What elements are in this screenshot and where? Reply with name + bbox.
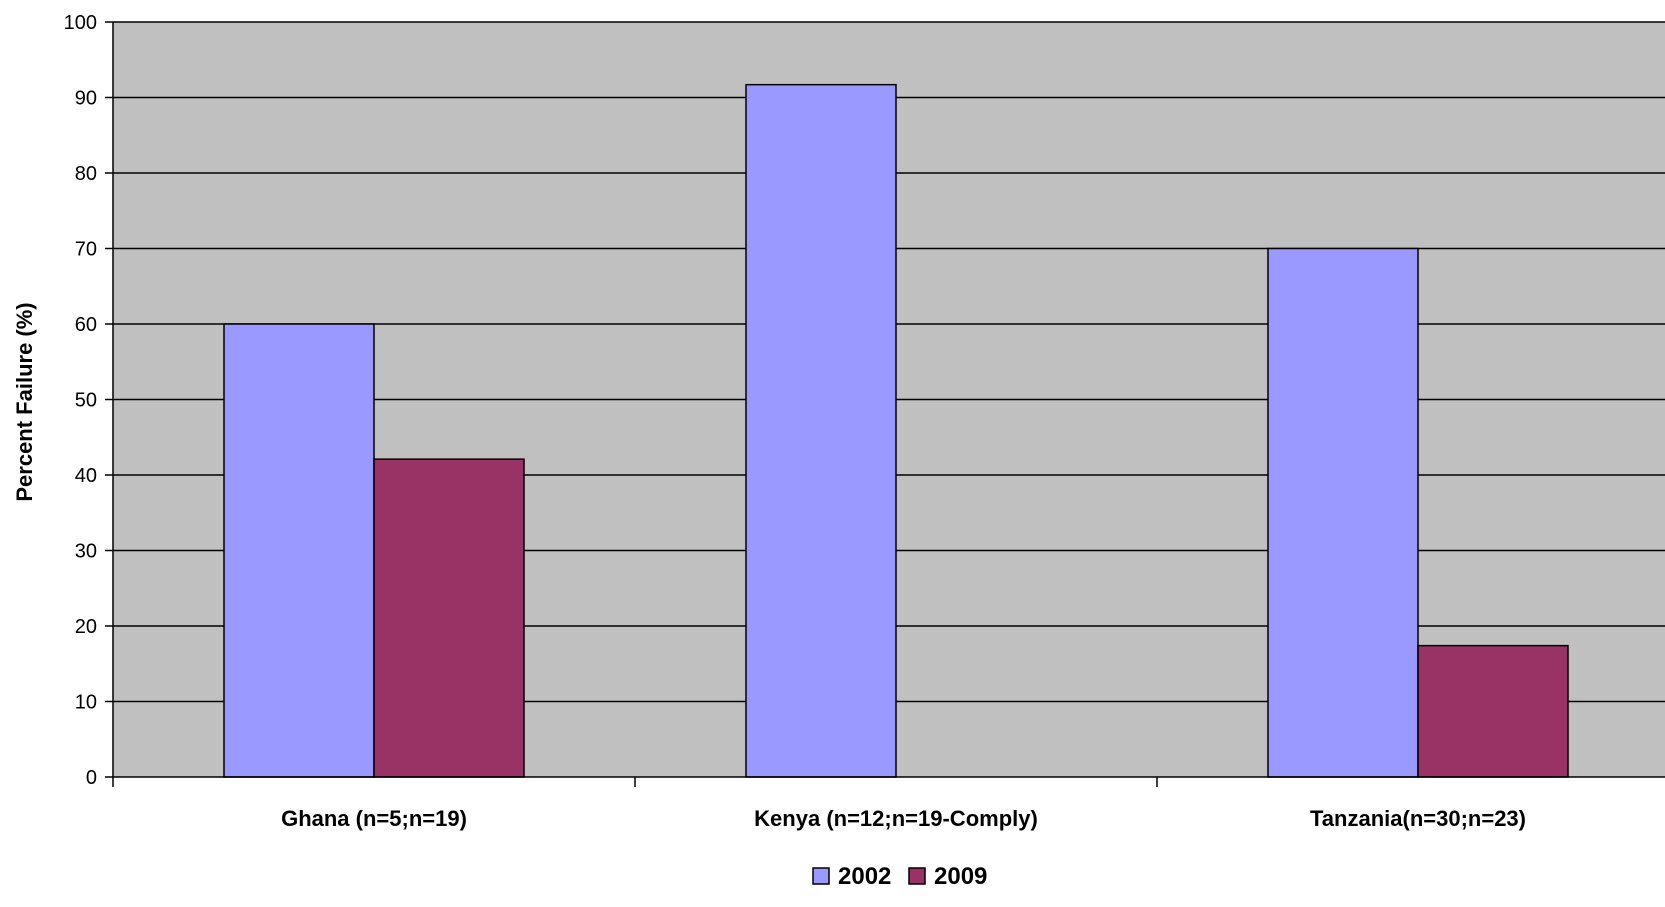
x-tick-label: Ghana (n=5;n=19) — [281, 806, 467, 831]
x-tick-labels: Ghana (n=5;n=19) Kenya (n=12;n=19-Comply)… — [281, 806, 1526, 831]
y-tick-label: 100 — [64, 12, 97, 34]
legend-label: 2009 — [934, 863, 987, 890]
y-tick-label: 20 — [75, 616, 97, 638]
bar-2002-0 — [223, 323, 375, 778]
x-tick-label: Tanzania(n=30;n=23) — [1310, 806, 1526, 831]
bar-2009-0 — [373, 458, 525, 778]
legend: 2002 2009 — [812, 863, 987, 890]
y-tick-label: 40 — [75, 465, 97, 487]
y-axis-title: Percent Failure (%) — [12, 302, 37, 501]
bars — [223, 83, 1569, 778]
y-tick-label: 0 — [86, 767, 97, 789]
legend-item-2009: 2009 — [908, 863, 987, 890]
y-tick-label: 80 — [75, 163, 97, 185]
y-tick-label: 60 — [75, 314, 97, 336]
x-tick-label: Kenya (n=12;n=19-Comply) — [754, 806, 1038, 831]
legend-label: 2002 — [838, 863, 891, 890]
axes — [105, 21, 1665, 787]
legend-item-2002: 2002 — [812, 863, 891, 890]
legend-swatch — [812, 867, 830, 885]
y-tick-label: 90 — [75, 88, 97, 110]
y-tick-label: 50 — [75, 390, 97, 412]
bar-2002-2 — [1267, 247, 1419, 778]
y-tick-labels: 0 10 20 30 40 50 60 70 80 90 100 — [64, 12, 97, 789]
bar-2009-2 — [1417, 644, 1569, 778]
y-tick-label: 30 — [75, 541, 97, 563]
bar-2002-1 — [745, 83, 897, 778]
y-tick-label: 10 — [75, 692, 97, 714]
y-tick-label: 70 — [75, 239, 97, 261]
legend-swatch — [908, 867, 926, 885]
